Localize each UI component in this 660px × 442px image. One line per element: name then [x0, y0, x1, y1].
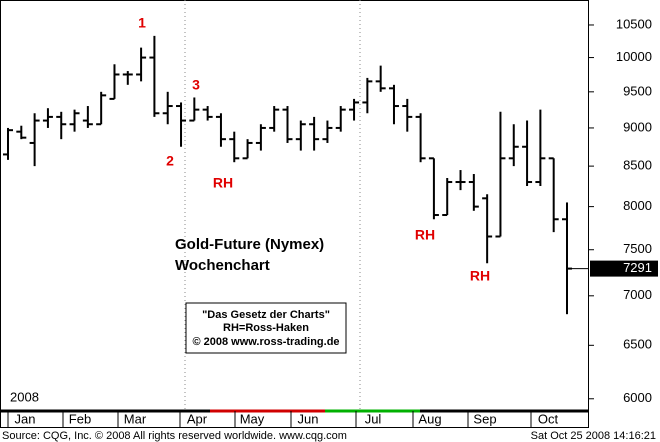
last-price-box	[590, 260, 658, 277]
annotation: RH	[470, 268, 490, 284]
x-tick-label: Jun	[298, 411, 319, 426]
x-tick-label: Aug	[418, 411, 441, 426]
annotation: 3	[192, 77, 200, 93]
x-tick-label: Oct	[538, 411, 559, 426]
chart-title: Gold-Future (Nymex)	[175, 236, 324, 253]
x-tick-label: Mar	[124, 411, 147, 426]
y-tick-label: 10500	[616, 16, 652, 31]
last-price-label: 7291	[623, 260, 652, 275]
y-tick-label: 10000	[616, 49, 652, 64]
note-line: "Das Gesetz der Charts"	[202, 309, 330, 321]
y-tick-label: 9000	[623, 119, 652, 134]
y-tick-label: 8000	[623, 198, 652, 213]
x-tick-label: May	[240, 411, 265, 426]
note-line: © 2008 www.ross-trading.de	[192, 336, 339, 348]
x-tick-label: Jan	[15, 411, 36, 426]
y-tick-label: 6500	[623, 337, 652, 352]
x-tick-label: Sep	[473, 411, 496, 426]
timestamp: Sat Oct 25 2008 14:16:21	[531, 430, 656, 442]
y-tick-label: 9500	[623, 83, 652, 98]
annotation: 1	[138, 15, 146, 31]
y-tick-label: 8500	[623, 158, 652, 173]
y-tick-label: 7000	[623, 287, 652, 302]
x-tick-label: Jul	[365, 411, 382, 426]
note-box	[185, 302, 347, 354]
annotation: RH	[213, 175, 233, 191]
x-tick-label: Apr	[187, 411, 208, 426]
y-tick-label: 6000	[623, 390, 652, 405]
year-label: 2008	[10, 389, 39, 404]
annotation: RH	[415, 227, 435, 243]
x-tick-label: Feb	[69, 411, 91, 426]
source: Source: CQG, Inc. © 2008 All rights rese…	[2, 430, 347, 442]
y-tick-label: 7500	[623, 241, 652, 256]
annotation: 2	[166, 153, 174, 169]
chart-subtitle: Wochenchart	[175, 257, 270, 274]
note-line: RH=Ross-Haken	[223, 322, 309, 334]
